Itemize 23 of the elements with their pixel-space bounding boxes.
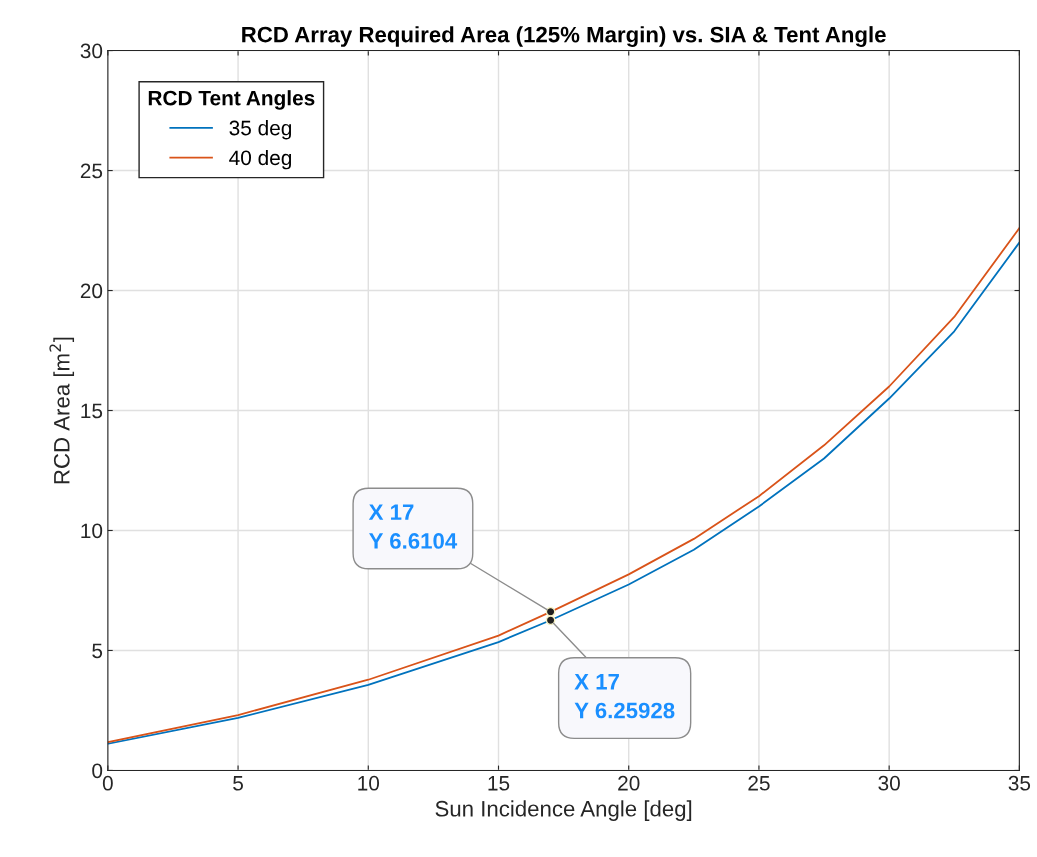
y-tick-label: 0: [92, 763, 103, 779]
y-axis-title: RCD Area [m$^{2}$]: [49, 337, 75, 484]
x-tick-label: 25: [748, 775, 770, 791]
x-tick-label: 20: [618, 775, 640, 791]
y-tick-label: 10: [81, 523, 103, 539]
y-tick-label: 20: [80, 283, 103, 299]
legend-title: RCD Tent Angles: [148, 90, 315, 110]
legend-label: 35 deg: [229, 120, 292, 140]
x-tick-label: 15: [488, 776, 510, 791]
legend-label: 40 deg: [229, 149, 292, 170]
x-tick-label: 10: [358, 775, 380, 791]
x-tick-label: 30: [878, 775, 900, 791]
y-tick-label: 15: [81, 403, 103, 419]
x-tick-label: 0: [102, 775, 113, 791]
chart-title: RCD Array Required Area (125% Margin) vs. SIA & Tent Angle: [242, 26, 886, 47]
annotation: X 17 Y 6.6104: [368, 504, 458, 549]
y-tick-label: 25: [80, 163, 103, 179]
y-tick-label: 30: [80, 43, 103, 59]
x-tick-label: 5: [233, 776, 243, 791]
x-tick-label: 35: [1008, 775, 1031, 791]
x-axis-title: Sun Incidence Angle [deg]: [435, 800, 692, 821]
annotation: X 17 Y 6.25928: [574, 674, 675, 719]
y-tick-label: 5: [92, 643, 103, 659]
